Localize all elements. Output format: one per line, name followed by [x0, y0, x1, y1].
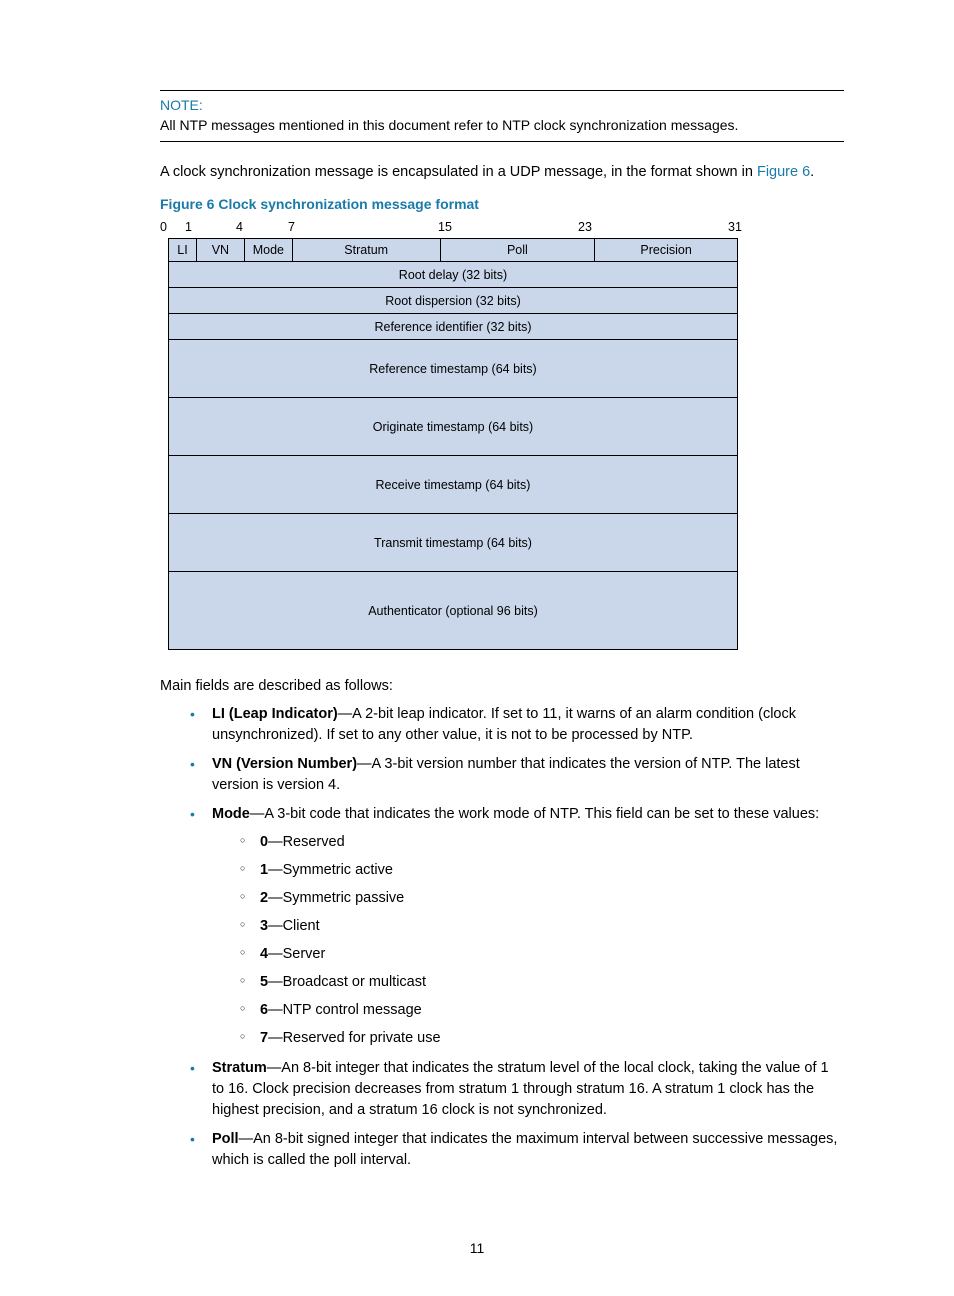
field-desc: —An 8-bit integer that indicates the str… — [212, 1060, 829, 1118]
mode-value-desc: —Symmetric passive — [268, 890, 404, 906]
mode-value-item: 1—Symmetric active — [240, 860, 844, 881]
mode-value-item: 4—Server — [240, 944, 844, 965]
packet-field-cell: Transmit timestamp (64 bits) — [169, 514, 738, 572]
mode-value-item: 0—Reserved — [240, 832, 844, 853]
mode-value-key: 1 — [260, 862, 268, 878]
packet-diagram: 0147152331 LIVNModeStratumPollPrecisionR… — [160, 220, 746, 650]
packet-field-cell: Precision — [595, 239, 738, 262]
bit-scale: 0 1 4 7 15 23 31 — [160, 220, 746, 238]
mode-value-desc: —Client — [268, 918, 320, 934]
mode-value-key: 7 — [260, 1030, 268, 1046]
mode-value-key: 2 — [260, 890, 268, 906]
bit-label: 15 — [438, 220, 452, 234]
page: NOTE: All NTP messages mentioned in this… — [0, 0, 954, 1296]
bit-label: 1 — [185, 220, 192, 234]
fields-list: LI (Leap Indicator)—A 2-bit leap indicat… — [190, 704, 844, 1170]
mode-value-key: 3 — [260, 918, 268, 934]
bit-label: 31 — [728, 220, 742, 234]
bit-label: 4 — [236, 220, 243, 234]
mode-value-desc: —NTP control message — [268, 1002, 422, 1018]
packet-table: LIVNModeStratumPollPrecisionRoot delay (… — [168, 238, 738, 650]
field-term: VN (Version Number) — [212, 756, 357, 772]
mode-value-desc: —Reserved — [268, 834, 345, 850]
mode-value-desc: —Symmetric active — [268, 862, 393, 878]
packet-field-cell: Poll — [440, 239, 595, 262]
mode-value-item: 6—NTP control message — [240, 1000, 844, 1021]
mode-value-key: 4 — [260, 946, 268, 962]
mode-value-item: 5—Broadcast or multicast — [240, 972, 844, 993]
paragraph-1-pre: A clock synchronization message is encap… — [160, 164, 757, 180]
bit-label: 23 — [578, 220, 592, 234]
packet-field-cell: Originate timestamp (64 bits) — [169, 398, 738, 456]
mode-value-desc: —Server — [268, 946, 325, 962]
field-item: Stratum—An 8-bit integer that indicates … — [190, 1058, 844, 1121]
packet-field-cell: VN — [196, 239, 244, 262]
field-term: Mode — [212, 806, 250, 822]
mode-sublist: 0—Reserved1—Symmetric active2—Symmetric … — [240, 832, 844, 1049]
packet-field-cell: Authenticator (optional 96 bits) — [169, 572, 738, 650]
field-item: VN (Version Number)—A 3-bit version numb… — [190, 754, 844, 796]
mode-value-key: 5 — [260, 974, 268, 990]
figure-caption: Figure 6 Clock synchronization message f… — [160, 196, 844, 212]
field-term: Poll — [212, 1131, 239, 1147]
mode-value-item: 7—Reserved for private use — [240, 1028, 844, 1049]
packet-field-cell: Root delay (32 bits) — [169, 262, 738, 288]
bit-label: 0 — [160, 220, 167, 234]
field-item: Poll—An 8-bit signed integer that indica… — [190, 1129, 844, 1171]
field-item: Mode—A 3-bit code that indicates the wor… — [190, 804, 844, 1049]
fields-intro: Main fields are described as follows: — [160, 678, 844, 694]
field-item: LI (Leap Indicator)—A 2-bit leap indicat… — [190, 704, 844, 746]
field-desc: —An 8-bit signed integer that indicates … — [212, 1131, 837, 1168]
page-number: 11 — [0, 1240, 954, 1256]
note-label: NOTE: — [160, 97, 844, 113]
note-text: All NTP messages mentioned in this docum… — [160, 117, 844, 133]
packet-field-cell: LI — [169, 239, 197, 262]
paragraph-1: A clock synchronization message is encap… — [160, 162, 844, 182]
packet-field-cell: Mode — [244, 239, 292, 262]
field-term: Stratum — [212, 1060, 267, 1076]
note-box: NOTE: All NTP messages mentioned in this… — [160, 90, 844, 142]
paragraph-1-post: . — [810, 164, 814, 180]
mode-value-item: 3—Client — [240, 916, 844, 937]
packet-field-cell: Receive timestamp (64 bits) — [169, 456, 738, 514]
packet-field-cell: Reference identifier (32 bits) — [169, 314, 738, 340]
figure-link[interactable]: Figure 6 — [757, 164, 810, 180]
packet-field-cell: Root dispersion (32 bits) — [169, 288, 738, 314]
field-term: LI (Leap Indicator) — [212, 706, 338, 722]
mode-value-item: 2—Symmetric passive — [240, 888, 844, 909]
mode-value-desc: —Reserved for private use — [268, 1030, 440, 1046]
packet-field-cell: Stratum — [292, 239, 440, 262]
packet-field-cell: Reference timestamp (64 bits) — [169, 340, 738, 398]
field-desc: —A 3-bit code that indicates the work mo… — [250, 806, 819, 822]
mode-value-key: 0 — [260, 834, 268, 850]
bit-label: 7 — [288, 220, 295, 234]
mode-value-key: 6 — [260, 1002, 268, 1018]
mode-value-desc: —Broadcast or multicast — [268, 974, 426, 990]
